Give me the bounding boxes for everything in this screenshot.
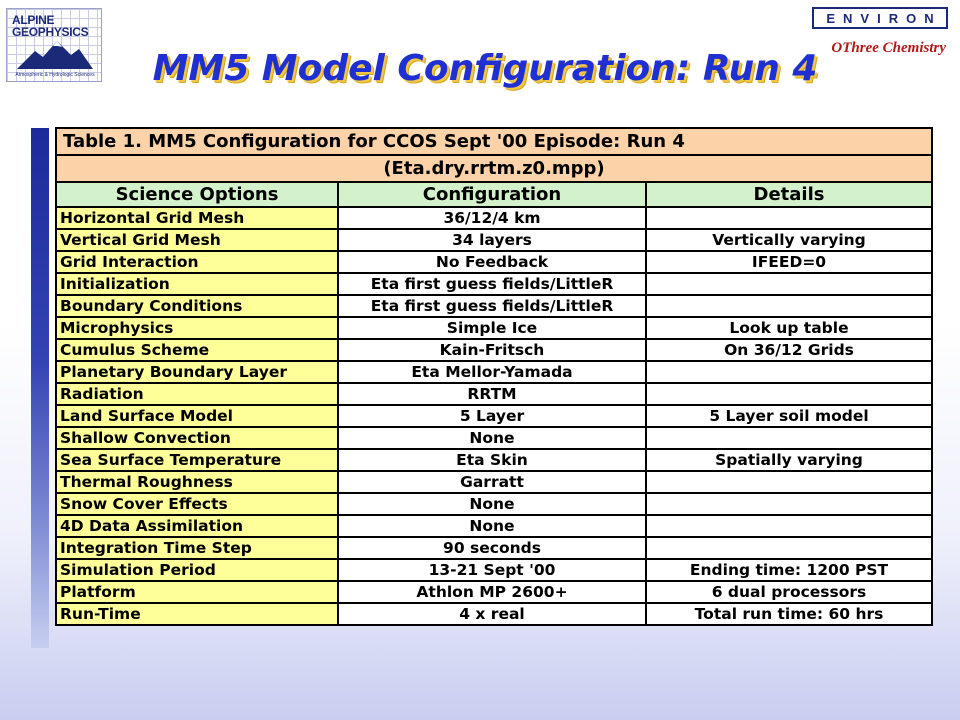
science-option-cell: 4D Data Assimilation (55, 514, 339, 538)
details-cell (644, 272, 934, 296)
science-option-cell: Grid Interaction (55, 250, 339, 274)
table-row: 4D Data Assimilation None (55, 514, 934, 538)
science-option-cell: Initialization (55, 272, 339, 296)
details-cell: 5 Layer soil model (644, 404, 934, 428)
configuration-cell: Athlon MP 2600+ (337, 580, 647, 604)
details-cell (644, 206, 934, 230)
header-details: Details (644, 181, 934, 208)
science-option-cell: Vertical Grid Mesh (55, 228, 339, 252)
details-cell (644, 426, 934, 450)
table-row: Platform Athlon MP 2600+ 6 dual processors (55, 580, 934, 604)
configuration-table: Table 1. MM5 Configuration for CCOS Sept… (54, 127, 934, 626)
details-cell: IFEED=0 (644, 250, 934, 274)
table-header-row: Science Options Configuration Details (55, 181, 934, 208)
table-row: Boundary Conditions Eta first guess field… (55, 294, 934, 318)
slide-title: MM5 Model Configuration: Run 4 (152, 48, 818, 89)
table-row: Vertical Grid Mesh 34 layers Vertically va… (55, 228, 934, 252)
table-row: Snow Cover Effects None (55, 492, 934, 516)
logo-name-line2: GEOPHYSICS (12, 25, 89, 39)
configuration-cell: 4 x real (337, 602, 647, 626)
logo-subtitle: Atmospheric & Hydrologic Sciences (15, 72, 95, 78)
configuration-cell: No Feedback (337, 250, 647, 274)
configuration-cell: 13-21 Sept '00 (337, 558, 647, 582)
science-option-cell: Boundary Conditions (55, 294, 339, 318)
science-option-cell: Simulation Period (55, 558, 339, 582)
science-option-cell: Thermal Roughness (55, 470, 339, 494)
table-subcaption-row: (Eta.dry.rrtm.z0.mpp) (54, 154, 934, 183)
table-row: Simulation Period 13-21 Sept '00 Ending ti… (55, 558, 934, 582)
details-cell: Total run time: 60 hrs (644, 602, 934, 626)
science-option-cell: Shallow Convection (55, 426, 339, 450)
configuration-cell: Eta first guess fields/LittleR (337, 294, 647, 318)
configuration-cell: RRTM (337, 382, 647, 406)
table-row: Sea Surface Temperature Eta Skin Spatially… (55, 448, 934, 472)
table-row: Thermal Roughness Garratt (55, 470, 934, 494)
table-row: Shallow Convection None (55, 426, 934, 450)
table-row: Land Surface Model 5 Layer 5 Layer soil mo… (55, 404, 934, 428)
table-row: Radiation RRTM (55, 382, 934, 406)
details-cell: 6 dual processors (644, 580, 934, 604)
details-cell (644, 470, 934, 494)
configuration-cell: 34 layers (337, 228, 647, 252)
configuration-cell: Eta Mellor-Yamada (337, 360, 647, 384)
science-option-cell: Cumulus Scheme (55, 338, 339, 362)
table-row: Planetary Boundary Layer Eta Mellor-Yamad… (55, 360, 934, 384)
table-subcaption: (Eta.dry.rrtm.z0.mpp) (54, 154, 934, 183)
table-caption-row: Table 1. MM5 Configuration for CCOS Sept… (54, 127, 934, 156)
configuration-cell: None (337, 514, 647, 538)
configuration-cell: None (337, 426, 647, 450)
details-cell: Ending time: 1200 PST (644, 558, 934, 582)
configuration-cell: 90 seconds (337, 536, 647, 560)
decorative-side-bar (31, 128, 49, 648)
table-row: Microphysics Simple Ice Look up table (55, 316, 934, 340)
configuration-cell: Eta Skin (337, 448, 647, 472)
details-cell: On 36/12 Grids (644, 338, 934, 362)
othree-chemistry-tagline: OThree Chemistry (831, 40, 946, 56)
details-cell (644, 536, 934, 560)
details-cell: Spatially varying (644, 448, 934, 472)
table-row: Horizontal Grid Mesh 36/12/4 km (55, 206, 934, 230)
details-cell: Vertically varying (644, 228, 934, 252)
environ-logo: ENVIRON (812, 7, 948, 29)
details-cell (644, 294, 934, 318)
details-cell (644, 360, 934, 384)
alpine-geophysics-logo: ALPINE GEOPHYSICS Atmospheric & Hydrolog… (6, 8, 102, 82)
configuration-cell: Eta first guess fields/LittleR (337, 272, 647, 296)
science-option-cell: Run-Time (55, 602, 339, 626)
science-option-cell: Horizontal Grid Mesh (55, 206, 339, 230)
science-option-cell: Snow Cover Effects (55, 492, 339, 516)
details-cell (644, 492, 934, 516)
configuration-cell: Simple Ice (337, 316, 647, 340)
details-cell (644, 514, 934, 538)
logo-name-line1: ALPINE (12, 13, 55, 27)
configuration-cell: 36/12/4 km (337, 206, 647, 230)
table-row: Run-Time 4 x real Total run time: 60 hrs (55, 602, 934, 626)
details-cell (644, 382, 934, 406)
table-row: Integration Time Step 90 seconds (55, 536, 934, 560)
science-option-cell: Planetary Boundary Layer (55, 360, 339, 384)
table-row: Grid Interaction No Feedback IFEED=0 (55, 250, 934, 274)
mountain-icon (17, 41, 93, 69)
table-caption: Table 1. MM5 Configuration for CCOS Sept… (54, 127, 934, 156)
science-option-cell: Radiation (55, 382, 339, 406)
science-option-cell: Platform (55, 580, 339, 604)
table-row: Initialization Eta first guess fields/Lit… (55, 272, 934, 296)
configuration-cell: Garratt (337, 470, 647, 494)
table-row: Cumulus Scheme Kain-Fritsch On 36/12 Grids (55, 338, 934, 362)
header-science-options: Science Options (55, 181, 339, 208)
header-configuration: Configuration (337, 181, 647, 208)
science-option-cell: Microphysics (55, 316, 339, 340)
details-cell: Look up table (644, 316, 934, 340)
science-option-cell: Land Surface Model (55, 404, 339, 428)
configuration-cell: None (337, 492, 647, 516)
configuration-cell: Kain-Fritsch (337, 338, 647, 362)
logo-name: ALPINE GEOPHYSICS (12, 13, 89, 39)
science-option-cell: Sea Surface Temperature (55, 448, 339, 472)
configuration-cell: 5 Layer (337, 404, 647, 428)
science-option-cell: Integration Time Step (55, 536, 339, 560)
